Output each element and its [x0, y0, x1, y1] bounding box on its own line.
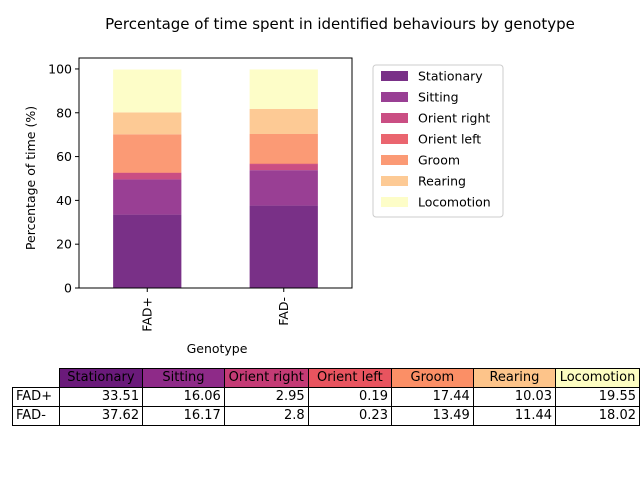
y-tick-label: 60: [56, 149, 72, 164]
table-column-header: Stationary: [58, 368, 144, 388]
legend-entry: Locomotion: [418, 195, 491, 210]
table-cell: 18.02: [555, 406, 640, 426]
legend-entry: Stationary: [418, 69, 483, 84]
bar-segment-orient-left-1: [249, 163, 318, 165]
legend-swatch: [381, 134, 408, 144]
bar-segment-orient-right-0: [113, 172, 182, 180]
y-tick-label: 40: [56, 193, 72, 208]
bar-segment-orient-right-1: [249, 164, 318, 171]
bar-segment-stationary-1: [249, 205, 318, 288]
y-axis-label: Percentage of time (%): [23, 106, 38, 250]
table-cell: 11.44: [472, 406, 557, 426]
x-axis-label: Genotype: [187, 341, 248, 356]
table-column-header: Sitting: [142, 368, 225, 388]
table-column-header: Locomotion: [555, 368, 640, 388]
plot-frame: [78, 57, 353, 289]
legend-swatch: [381, 176, 408, 186]
table-cell: 17.44: [390, 387, 474, 407]
table-corner: [13, 369, 60, 388]
table-column-header: Groom: [390, 368, 474, 388]
y-tick-label: 0: [64, 281, 72, 296]
legend-entry: Orient left: [418, 132, 481, 147]
table-cell: 0.23: [307, 406, 392, 426]
table-body: FAD+ 33.51 16.06 2.95 0.19 17.44 10.03 19.55 FAD…: [12, 387, 640, 426]
bar-segment-groom-0: [113, 134, 182, 173]
legend-entry: Orient right: [418, 111, 490, 126]
bar-segment-sitting-1: [249, 170, 318, 206]
table-row-header: FAD+: [12, 387, 60, 407]
chart-title: Percentage of time spent in identified b…: [105, 15, 575, 33]
x-tick-label: FAD-: [276, 297, 291, 326]
table-row: FAD+ 33.51 16.06 2.95 0.19 17.44 10.03 19.55: [12, 387, 640, 407]
table-cell: 10.03: [472, 387, 557, 407]
table-cell: 2.8: [223, 406, 309, 426]
legend-entry: Groom: [418, 153, 460, 168]
y-tick-label: 20: [56, 237, 72, 252]
legend-swatch: [381, 155, 408, 165]
table-cell: 19.55: [555, 387, 640, 407]
x-tick-label: FAD+: [139, 297, 154, 332]
legend-swatch: [381, 92, 408, 102]
table-column-header: Orient left: [307, 368, 392, 388]
bar-segment-rearing-1: [249, 108, 318, 134]
table-cell: 16.06: [142, 387, 225, 407]
y-tick-label: 100: [48, 61, 72, 76]
legend-swatch: [381, 197, 408, 207]
legend-entry: Rearing: [418, 174, 466, 189]
table-cell: 33.51: [58, 387, 144, 407]
table-column-header: Rearing: [472, 368, 557, 388]
bar-segment-groom-1: [249, 133, 318, 164]
table-cell: 16.17: [142, 406, 225, 426]
data-table: Stationary Sitting Orient right Orient left…: [12, 368, 640, 426]
legend-swatch: [381, 71, 408, 81]
table-cell: 0.19: [307, 387, 392, 407]
table-header-row: Stationary Sitting Orient right Orient left…: [13, 368, 640, 388]
table-row-header: FAD-: [12, 406, 60, 426]
table-cell: 13.49: [390, 406, 474, 426]
bar-segment-locomotion-0: [113, 69, 182, 113]
table-cell: 2.95: [223, 387, 309, 407]
bar-segment-sitting-0: [113, 179, 182, 215]
table-cell: 37.62: [58, 406, 144, 426]
legend-entry: Sitting: [418, 90, 459, 105]
bar-segment-locomotion-1: [249, 69, 318, 109]
bar-segment-rearing-0: [113, 112, 182, 135]
table-column-header: Orient right: [223, 368, 309, 388]
legend-swatch: [381, 113, 408, 123]
bar-segment-stationary-0: [113, 214, 182, 288]
table-row: FAD- 37.62 16.17 2.8 0.23 13.49 11.44 18.02: [12, 406, 640, 426]
y-tick-label: 80: [56, 105, 72, 120]
plot-area: FAD+ FAD- 0 20 40 60 80 100: [48, 57, 353, 332]
legend: Stationary Sitting Orient right Orient left…: [372, 64, 504, 218]
